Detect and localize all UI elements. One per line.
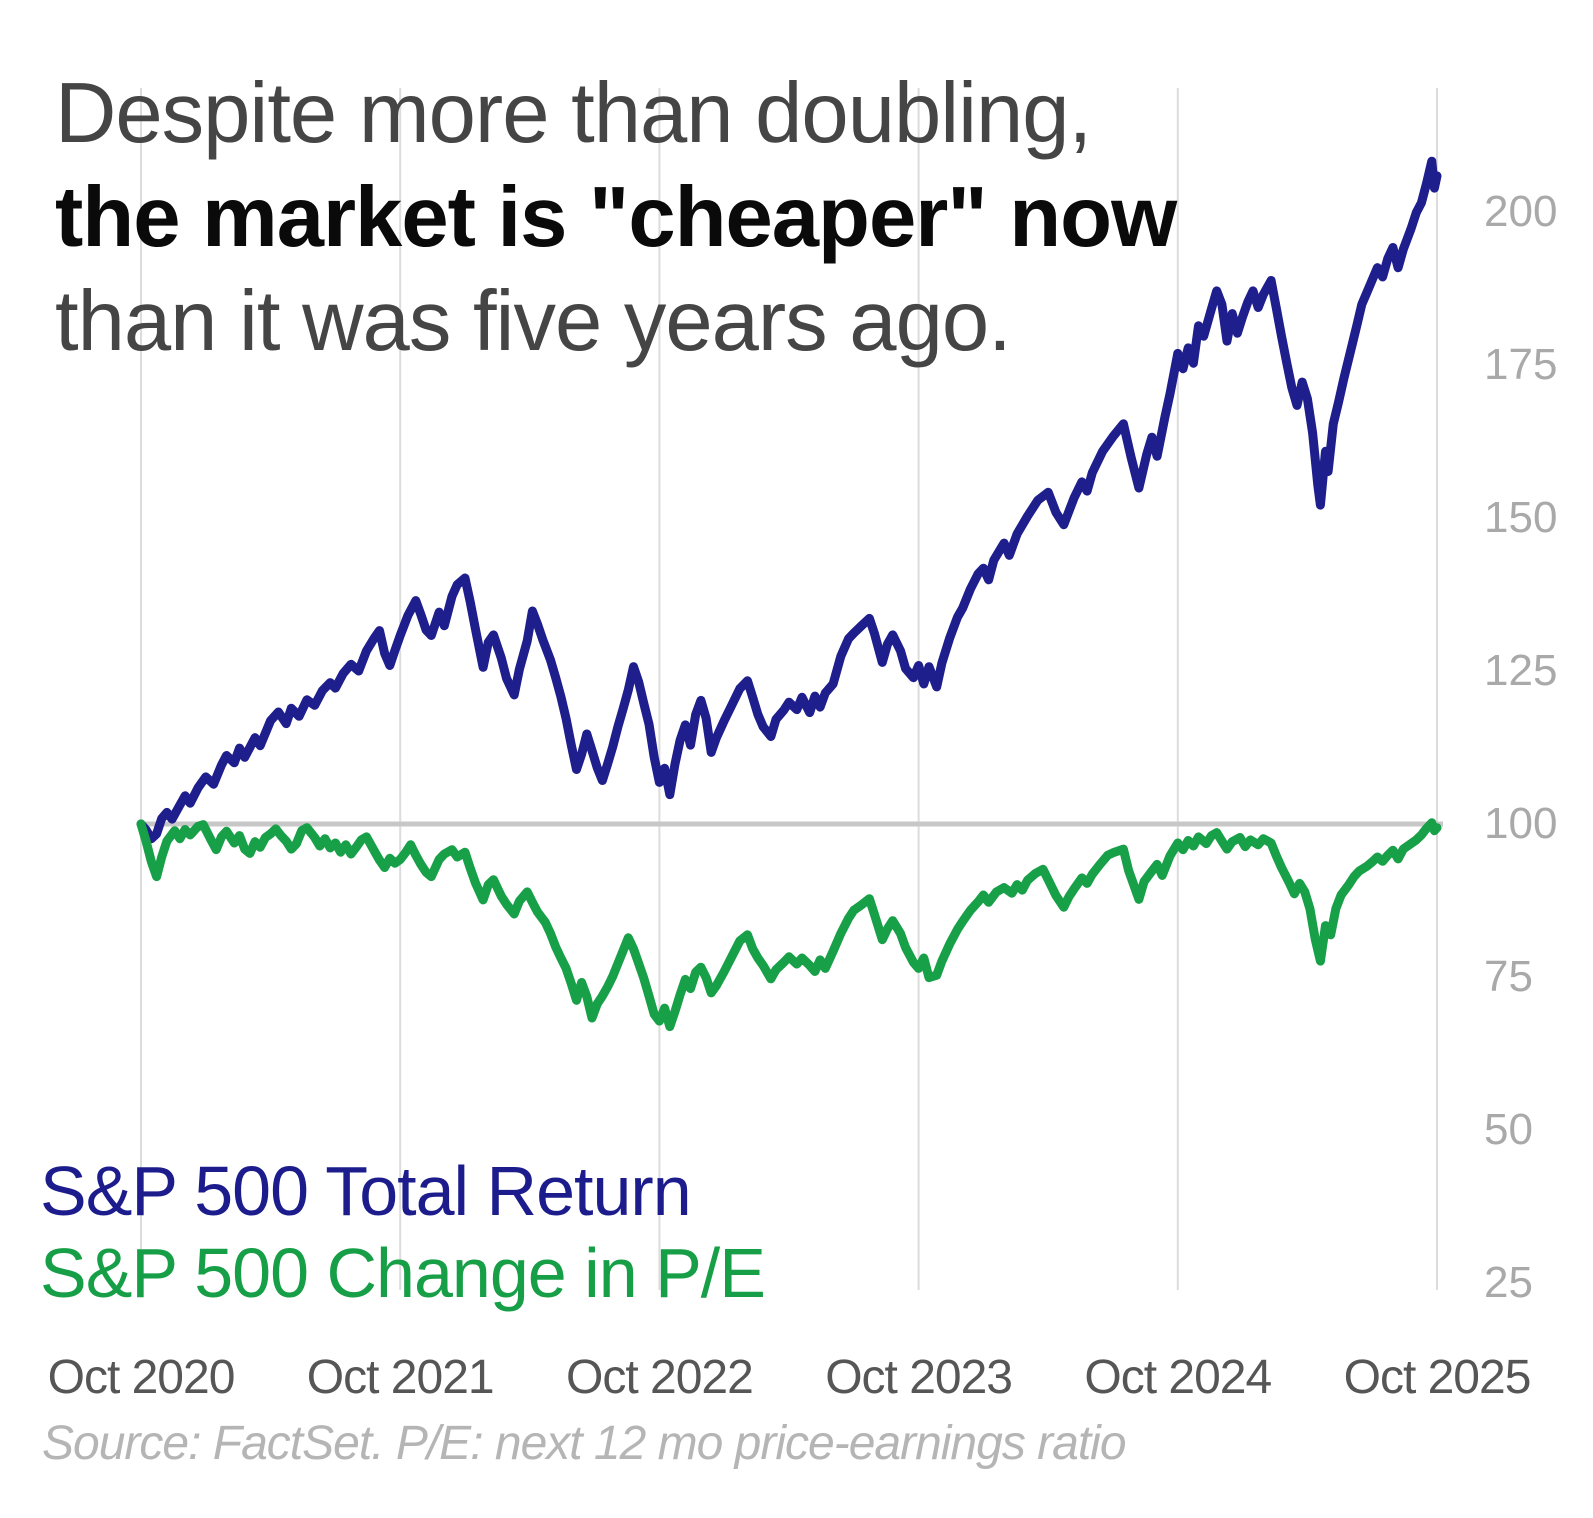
grid-lines	[140, 88, 1438, 1290]
x-tick-label-oct-2022: Oct 2022	[565, 1351, 754, 1404]
title-line-3: than it was five years ago.	[55, 274, 1012, 369]
x-tick-label-oct-2020: Oct 2020	[47, 1351, 236, 1404]
legend: S&P 500 Total Return S&P 500 Change in P…	[40, 1150, 766, 1314]
chart-title: Despite more than doubling, the market i…	[55, 62, 1177, 374]
change-in-pe-line	[136, 818, 1442, 1032]
x-tick-label-oct-2024: Oct 2024	[1084, 1351, 1272, 1404]
legend-item-total-return: S&P 500 Total Return	[40, 1152, 692, 1230]
title-line-1: Despite more than doubling,	[55, 66, 1092, 161]
x-tick-label-oct-2021: Oct 2021	[306, 1351, 495, 1404]
series-lines	[136, 156, 1442, 1032]
title-line-2: the market is "cheaper" now	[55, 170, 1177, 265]
total-return-line	[136, 156, 1442, 844]
x-tick-label-oct-2023: Oct 2023	[825, 1351, 1013, 1404]
legend-item-change-in-pe: S&P 500 Change in P/E	[40, 1234, 766, 1312]
x-axis-labels: Oct 2020 Oct 2021 Oct 2022 Oct 2023 Oct 2024…	[0, 1350, 1593, 1410]
x-tick-label-oct-2025: Oct 2025	[1343, 1351, 1532, 1404]
source-note: Source: FactSet. P/E: next 12 mo price-e…	[42, 1417, 1127, 1470]
